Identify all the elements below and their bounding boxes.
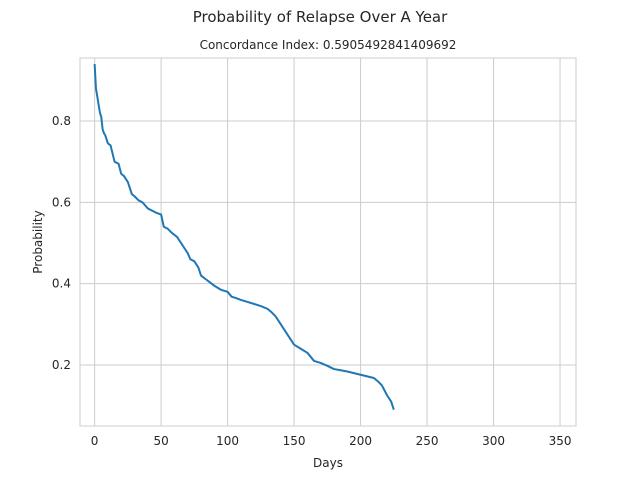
x-tick-label: 350 xyxy=(549,434,572,448)
y-tick-label: 0.4 xyxy=(52,277,71,291)
x-tick-label: 250 xyxy=(416,434,439,448)
x-axis-label: Days xyxy=(313,456,343,470)
x-tick-label: 300 xyxy=(482,434,505,448)
y-tick-label: 0.6 xyxy=(52,195,71,209)
x-tick-label: 200 xyxy=(349,434,372,448)
series-layer xyxy=(93,64,395,411)
x-tick-label: 0 xyxy=(91,434,99,448)
survival-curve-line xyxy=(93,64,395,411)
x-tick-label: 150 xyxy=(283,434,306,448)
y-tick-label: 0.2 xyxy=(52,358,71,372)
x-tick-label: 100 xyxy=(216,434,239,448)
chart-suptitle: Probability of Relapse Over A Year xyxy=(193,8,448,26)
x-tick-label: 50 xyxy=(153,434,168,448)
tick-labels: 0 50 100 150 200 250 300 350 0.2 0.4 0.6 0.8 xyxy=(52,114,572,448)
plot-frame xyxy=(79,57,577,427)
grid xyxy=(80,58,576,426)
y-tick-label: 0.8 xyxy=(52,114,71,128)
chart-title: Concordance Index: 0.5905492841409692 xyxy=(200,38,457,52)
y-axis-label: Probability xyxy=(31,210,45,273)
